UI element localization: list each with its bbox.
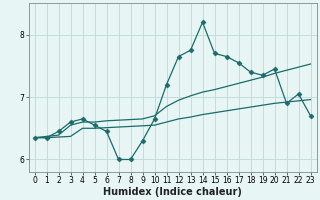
X-axis label: Humidex (Indice chaleur): Humidex (Indice chaleur) (103, 187, 242, 197)
